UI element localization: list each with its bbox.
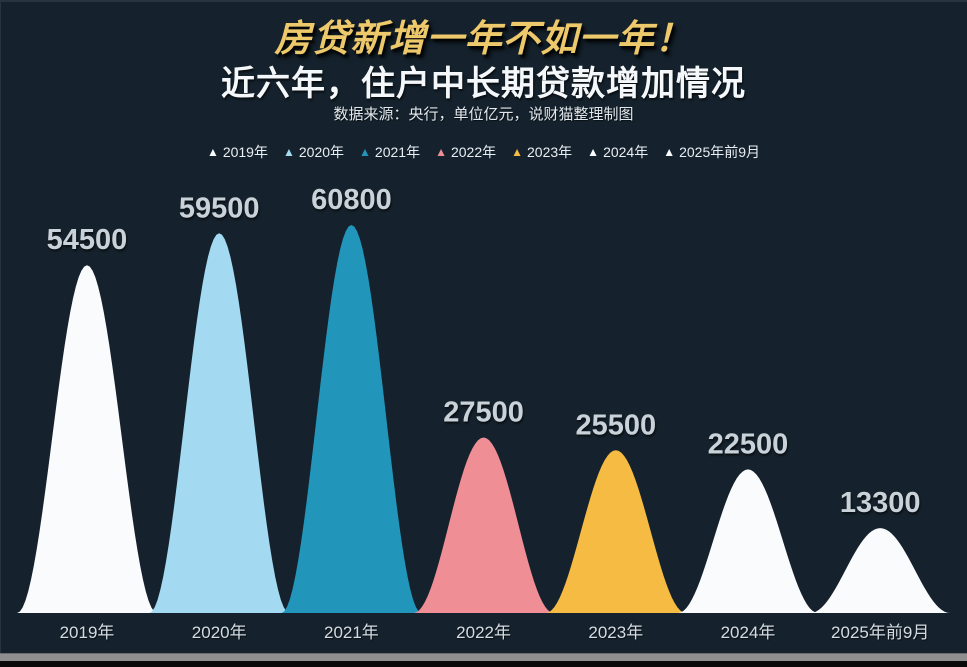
legend-label: 2021年 [374, 144, 421, 160]
axis-label: 2020年 [192, 623, 247, 642]
legend-item-2025年前9月: ▲ 2025年前9月 [663, 142, 760, 162]
triangle-icon: ▲ [511, 145, 524, 159]
bell-curve-2020年 [149, 233, 290, 614]
legend-item-2022年: ▲ 2022年 [435, 142, 496, 162]
window-edge-gray [0, 653, 967, 661]
axis-label: 2023年 [588, 623, 643, 642]
bell-curve-2023年 [545, 450, 686, 613]
value-label: 22500 [708, 428, 789, 460]
triangle-icon: ▲ [282, 145, 295, 159]
value-label: 54500 [47, 224, 128, 256]
legend: ▲ 2019年 ▲ 2020年 ▲ 2021年 ▲ 2022年 ▲ 2023年 ▲ 2024年 ▲ 202… [0, 142, 967, 162]
bell-curve-2021年 [281, 225, 422, 613]
axis-label: 2025年前9月 [831, 623, 929, 642]
legend-label: 2025年前9月 [679, 144, 761, 160]
triangle-icon: ▲ [359, 145, 371, 159]
page-subtitle: 近六年，住户中长期贷款增加情况 [221, 65, 746, 103]
bell-curve-2024年 [678, 469, 818, 613]
legend-item-2019年: ▲ 2019年 [207, 142, 268, 162]
triangle-icon: ▲ [587, 145, 600, 159]
legend-label: 2023年 [527, 144, 573, 160]
legend-label: 2020年 [298, 144, 345, 160]
bell-curve-2022年 [413, 437, 554, 613]
axis-label: 2022年 [456, 623, 511, 642]
bell-curve-2019年 [17, 265, 157, 613]
bell-curve-2025年前9月 [810, 528, 951, 613]
legend-item-2020年: ▲ 2020年 [283, 142, 344, 162]
source-note: 数据来源：央行，单位亿元，说财猫整理制图 [333, 106, 634, 123]
axis-label: 2019年 [60, 623, 115, 642]
value-label: 59500 [179, 192, 260, 224]
value-label: 27500 [443, 397, 524, 429]
legend-item-2023年: ▲ 2023年 [511, 142, 572, 162]
axis-label: 2021年 [324, 623, 379, 642]
legend-item-2024年: ▲ 2024年 [587, 142, 648, 162]
triangle-icon: ▲ [206, 145, 219, 159]
legend-item-2021年: ▲ 2021年 [359, 142, 420, 162]
value-label: 60800 [311, 184, 392, 216]
legend-label: 2019年 [222, 144, 268, 160]
value-label: 13300 [840, 487, 921, 519]
legend-label: 2022年 [450, 144, 497, 160]
triangle-icon: ▲ [663, 145, 676, 159]
triangle-icon: ▲ [435, 145, 447, 159]
axis-label: 2024年 [721, 623, 776, 642]
window-edge-black [0, 661, 967, 667]
value-label: 25500 [575, 409, 656, 441]
legend-label: 2024年 [603, 144, 649, 160]
page-title: 房贷新增一年不如一年！ [274, 18, 693, 59]
